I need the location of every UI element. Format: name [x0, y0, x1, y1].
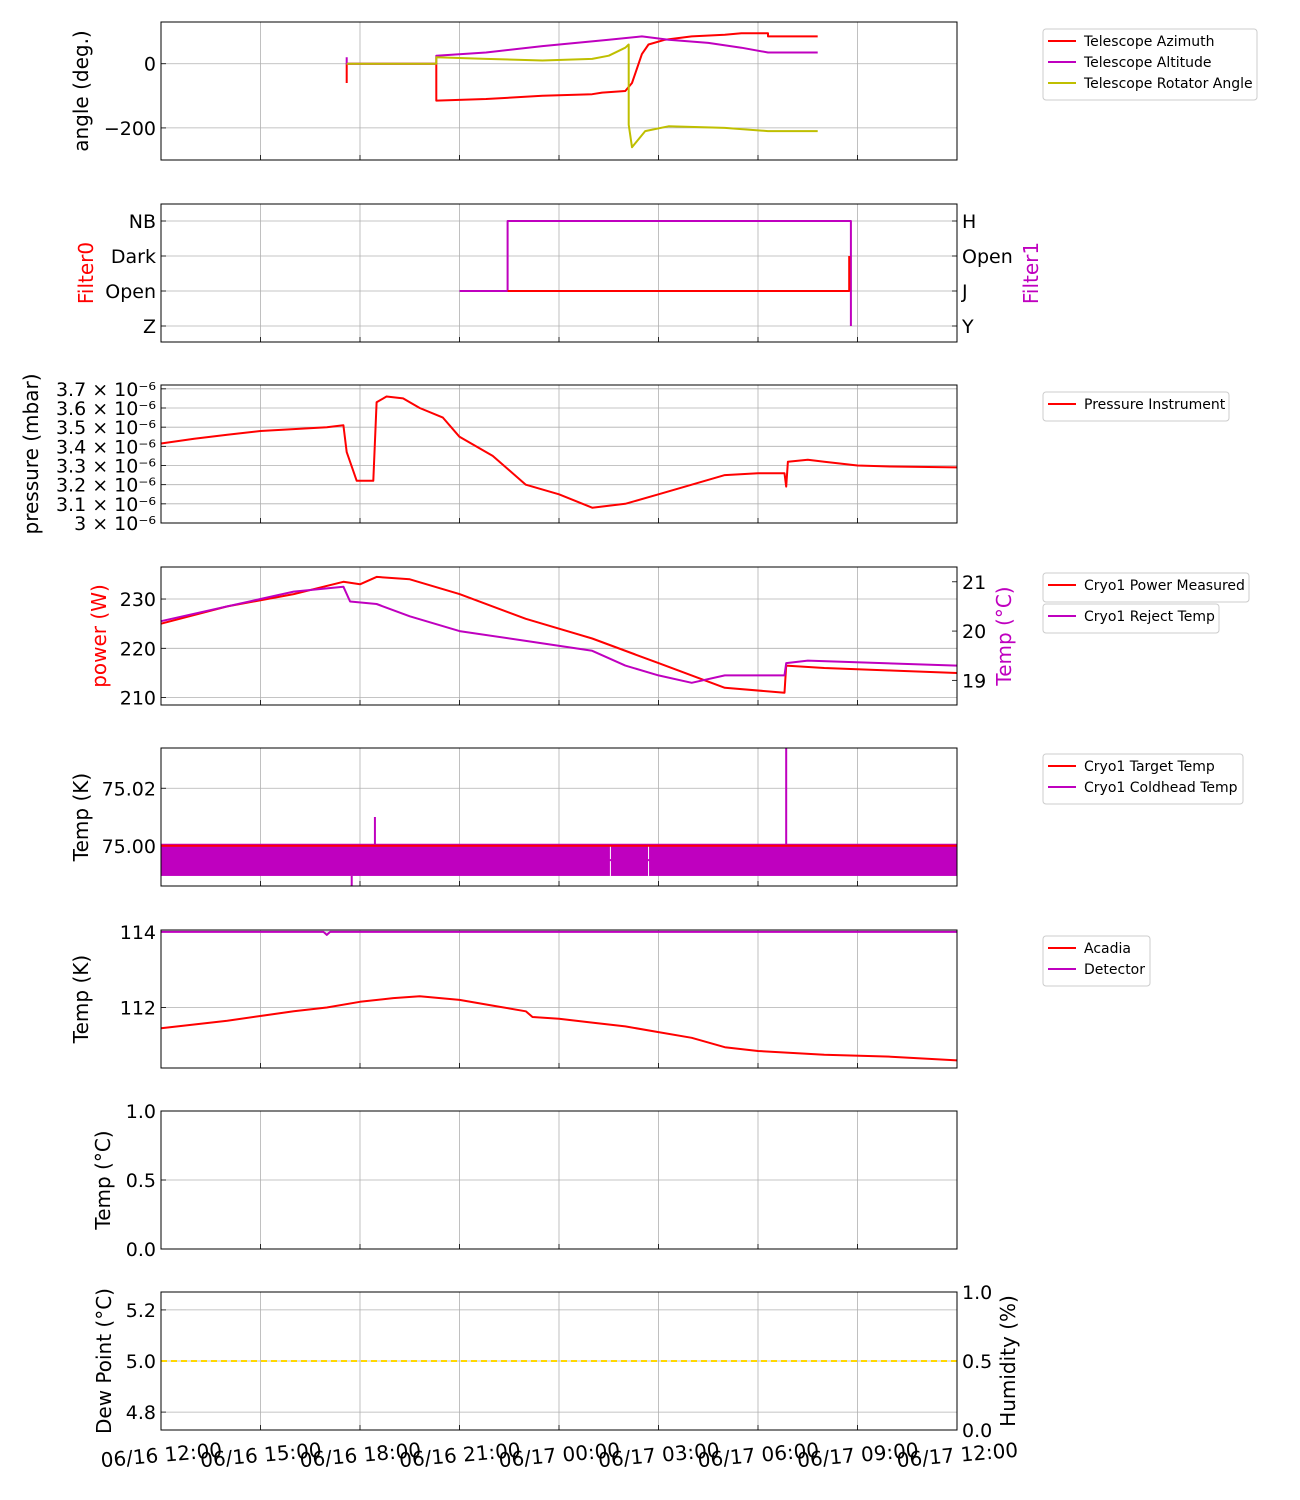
y-tick-label: 230 — [120, 589, 156, 611]
y-tick-label-right: J — [961, 281, 968, 303]
legend-entry: Cryo1 Reject Temp — [1084, 609, 1215, 625]
panel-2: NB Dark Open Z H Open JY Filter0 Filter1 — [74, 203, 1043, 343]
y-axis-label: Dew Point (°C) — [92, 1288, 116, 1434]
y-axis-label-right: Temp (°C) — [992, 586, 1016, 686]
series-line-series-0 — [459, 220, 852, 326]
y-tick-label-right: Open — [962, 246, 1013, 268]
y-tick-label: 1.0 — [126, 1101, 156, 1123]
y-tick-label: 0 — [144, 54, 156, 76]
y-tick-label: 3.3 × 10⁻⁶ — [56, 456, 156, 478]
panel-1: 0 −200 angle (deg.) Telescope Azimuth Telesc… — [69, 21, 1258, 161]
legend-entry: Cryo1 Power Measured — [1084, 578, 1245, 594]
y-tick-label: 5.0 — [126, 1351, 156, 1373]
y-axis-label: Temp (°C) — [91, 1130, 115, 1230]
axes-frame — [160, 21, 958, 161]
y-tick-label-right: 21 — [962, 572, 986, 594]
y-axis-label: power (W) — [87, 584, 111, 688]
y-tick-label: Dark — [111, 246, 156, 268]
series-line-acadia — [160, 995, 958, 1062]
y-tick-label: 75.02 — [102, 778, 156, 800]
legend-entry: Pressure Instrument — [1084, 397, 1226, 413]
axes-frame — [160, 1291, 958, 1431]
series-line-cryo1-reject-temp — [160, 585, 958, 684]
axes-frame — [160, 566, 958, 706]
legend-entry: Cryo1 Coldhead Temp — [1084, 780, 1238, 796]
panel-5: 75.02 75.00 Temp (K) Cryo1 Target Temp Cryo1… — [69, 747, 1244, 887]
y-tick-label-right: 19 — [962, 670, 986, 692]
y-tick-label-right: 0.0 — [962, 1420, 992, 1442]
y-tick-label: 210 — [120, 688, 156, 710]
y-axis-label: Temp (K) — [69, 955, 93, 1044]
y-tick-label: −200 — [104, 118, 156, 140]
y-tick-label: NB — [129, 211, 156, 233]
y-axis-label: Filter0 — [74, 242, 98, 304]
y-tick-label: 3 × 10⁻⁶ — [74, 513, 156, 535]
legend-box — [1042, 753, 1244, 805]
y-tick-label-right: 0.5 — [962, 1351, 992, 1373]
y-axis-label: Temp (K) — [69, 773, 93, 862]
y-tick-label: 3.1 × 10⁻⁶ — [56, 494, 156, 516]
y-tick-label: Open — [105, 281, 156, 303]
series-line-series-1 — [507, 256, 851, 292]
y-tick-label: 0.5 — [126, 1170, 156, 1192]
y-tick-label: 114 — [120, 922, 156, 944]
legend-box — [1042, 28, 1258, 101]
y-tick-label-right: Y — [961, 316, 974, 338]
axes-frame — [160, 929, 958, 1069]
legend-entry: Acadia — [1084, 941, 1131, 957]
y-tick-label: 3.6 × 10⁻⁶ — [56, 398, 156, 420]
y-tick-label-right: 20 — [962, 621, 986, 643]
y-axis-label-right: Filter1 — [1019, 242, 1043, 304]
y-tick-label: 4.8 — [126, 1402, 156, 1424]
legend-box — [1042, 603, 1220, 634]
axes-frame — [160, 384, 958, 524]
y-tick-label: 3.7 × 10⁻⁶ — [56, 379, 156, 401]
axes-frame — [160, 747, 958, 887]
legend-entry: Telescope Azimuth — [1083, 34, 1214, 50]
legend-entry: Telescope Altitude — [1083, 55, 1212, 71]
y-axis-label-right: Humidity (%) — [996, 1295, 1020, 1427]
y-tick-label-right: H — [962, 211, 976, 233]
series-line-telescope-rotator-angle — [346, 43, 818, 149]
legend-entry: Cryo1 Target Temp — [1084, 759, 1215, 775]
y-tick-label: 75.00 — [102, 836, 156, 858]
series-line-telescope-azimuth — [345, 32, 818, 102]
panel-3: 3.7 × 10⁻⁶3.6 × 10⁻⁶3.5 × 10⁻⁶3.4 × 10⁻⁶… — [19, 373, 1230, 535]
panel-6: 114 112 Temp (K) Acadia Detector — [69, 922, 1151, 1069]
axes-frame — [160, 1110, 958, 1250]
y-tick-label: 5.2 — [126, 1300, 156, 1322]
y-tick-label-right: 1.0 — [962, 1282, 992, 1304]
series-line-detector — [161, 930, 957, 936]
series-line-cryo1-power-measured — [160, 575, 958, 694]
series-line-pressure-instrument — [160, 395, 958, 509]
y-tick-label: 0.0 — [126, 1239, 156, 1261]
panel-8: 5.2 5.0 4.8 1.0 0.5 0.0 Dew Point (°C) Humidity… — [92, 1282, 1020, 1472]
axes-frame — [160, 203, 958, 343]
y-axis-label: pressure (mbar) — [19, 373, 43, 534]
y-tick-label: 3.4 × 10⁻⁶ — [56, 436, 156, 458]
panel-4: 230 220 210 21 20 19 power (W) Temp (°C) Cryo1 P… — [87, 566, 1250, 710]
y-tick-label: 3.2 × 10⁻⁶ — [56, 475, 156, 497]
y-tick-label: 112 — [120, 998, 156, 1020]
panel-7: 1.0 0.5 0.0 Temp (°C) — [91, 1101, 958, 1261]
legend-box — [1042, 391, 1230, 422]
legend-entry: Detector — [1084, 962, 1145, 978]
y-tick-label: 3.5 × 10⁻⁶ — [56, 417, 156, 439]
legend-entry: Telescope Rotator Angle — [1083, 76, 1253, 92]
y-tick-label: Z — [143, 316, 156, 338]
y-tick-label: 220 — [120, 638, 156, 660]
y-axis-label: angle (deg.) — [69, 30, 93, 152]
legend-box — [1042, 572, 1250, 603]
